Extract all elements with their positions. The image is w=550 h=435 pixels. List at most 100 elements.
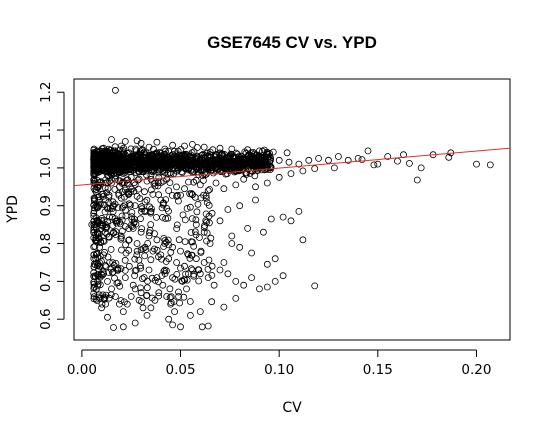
data-point [311,165,319,173]
data-point [94,183,102,191]
data-point [177,191,185,199]
data-point [166,294,174,302]
data-point [96,294,104,302]
data-point [173,225,181,233]
data-point [162,215,170,223]
data-point [255,285,263,293]
data-point [148,205,155,213]
data-point [121,256,129,264]
data-point [90,221,98,229]
data-point [145,266,153,274]
data-point [188,140,196,148]
data-point [240,281,248,289]
data-point [188,251,196,259]
data-point [101,293,109,301]
data-point [125,190,133,198]
data-point [113,151,121,159]
data-point [186,298,194,305]
data-point [200,143,208,151]
data-point [178,277,186,285]
data-point [100,216,108,224]
data-point [266,157,274,164]
data-point [93,228,101,236]
data-point [112,228,120,236]
data-point [225,157,233,165]
data-point [173,270,181,278]
data-point [176,299,184,307]
data-point [203,237,211,245]
data-point [131,319,139,327]
data-point [149,168,157,176]
data-point [236,243,244,251]
data-point [90,255,98,263]
data-point [125,162,132,170]
data-point [90,243,98,251]
data-point [92,223,100,231]
data-point [125,246,133,254]
data-point [259,228,267,236]
data-point [159,281,167,289]
data-point [167,248,175,256]
data-point [154,278,162,286]
data-point [236,202,244,210]
data-point [155,289,163,297]
data-point [259,159,267,167]
data-point [90,280,98,288]
plot-frame [73,78,511,341]
data-point [122,212,130,220]
data-point [228,145,236,153]
data-point [119,203,127,210]
data-point [95,196,103,204]
data-point [204,322,212,330]
data-point [405,159,413,167]
data-point [142,165,150,173]
data-point [354,154,362,162]
data-point [124,166,131,174]
data-point [239,158,247,166]
data-point [128,222,136,230]
data-point [95,193,103,201]
data-point [143,284,151,292]
x-tick-label: 0.10 [264,362,294,378]
data-point [143,196,151,204]
data-point [257,162,265,170]
data-point [124,158,132,166]
data-point [195,277,203,285]
data-point [104,205,112,213]
data-point [183,276,191,284]
data-point [137,289,145,297]
y-axis-label: YPD [5,195,21,224]
data-point [192,255,200,263]
data-point [267,163,275,171]
data-point [223,158,231,165]
data-point [189,161,197,169]
data-point [153,138,161,146]
data-point [166,179,174,187]
data-point [198,156,206,164]
data-point [167,161,175,169]
x-tick-label: 0.20 [461,362,491,378]
data-point [181,262,188,270]
data-point [190,178,198,186]
data-point [149,247,157,255]
data-point [157,165,165,173]
data-point [249,167,256,175]
data-point [121,151,129,159]
data-point [129,281,137,289]
data-point [137,139,145,147]
data-point [228,232,236,240]
data-point [204,161,212,169]
data-point [109,198,117,206]
data-point [164,236,172,244]
data-point [112,293,119,300]
data-point [127,293,135,300]
data-point [165,241,173,249]
data-point [109,221,117,229]
data-point [206,186,214,193]
data-point [204,163,212,171]
data-point [105,294,113,302]
data-point [114,204,122,211]
data-point [91,195,99,203]
data-point [252,183,259,191]
data-point [98,304,105,312]
